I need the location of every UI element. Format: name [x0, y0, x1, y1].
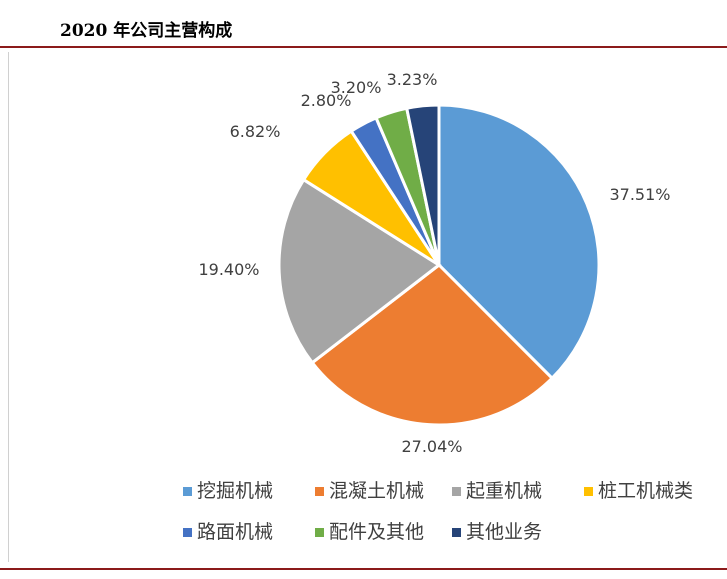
pie-slice-1 [437, 103, 601, 381]
slice-label-2: 27.04% [401, 437, 462, 456]
slice-label-4: 6.82% [230, 122, 281, 141]
pie-slices [277, 103, 601, 427]
slice-label-7: 3.23% [387, 70, 438, 89]
legend-label-1: 挖掘机械 [197, 480, 273, 502]
legend-label-5: 路面机械 [197, 521, 273, 543]
legend-swatch-6 [315, 528, 324, 537]
legend-label-3: 起重机械 [466, 480, 542, 502]
slice-label-3: 19.40% [198, 260, 259, 279]
legend-label-2: 混凝土机械 [329, 480, 424, 502]
slice-label-1: 37.51% [609, 185, 670, 204]
chart-panel [8, 52, 727, 562]
legend-swatch-3 [452, 487, 461, 496]
slice-label-6: 3.20% [331, 78, 382, 97]
pie-labels: 37.51% 27.04% 19.40% 6.82% 2.80%3.20% 3.23% [198, 70, 670, 456]
legend-swatch-1 [183, 487, 192, 496]
pie-slice-7 [404, 103, 441, 266]
legend-swatch-2 [315, 487, 324, 496]
slice-label-5: 2.80% [301, 91, 352, 110]
header-rule [0, 46, 727, 48]
legend-label-4: 桩工机械类 [598, 480, 693, 502]
footer-rule [0, 568, 727, 570]
pie-slice-2 [310, 263, 555, 427]
legend-swatch-7 [452, 528, 461, 537]
legend-swatch-5 [183, 528, 192, 537]
chart-title: 2020 年公司主营构成 [60, 21, 233, 41]
legend-swatch-4 [584, 487, 593, 496]
legend-label-7: 其他业务 [466, 521, 542, 543]
legend-label-6: 配件及其他 [329, 521, 424, 543]
pie-slice-3 [277, 177, 442, 365]
